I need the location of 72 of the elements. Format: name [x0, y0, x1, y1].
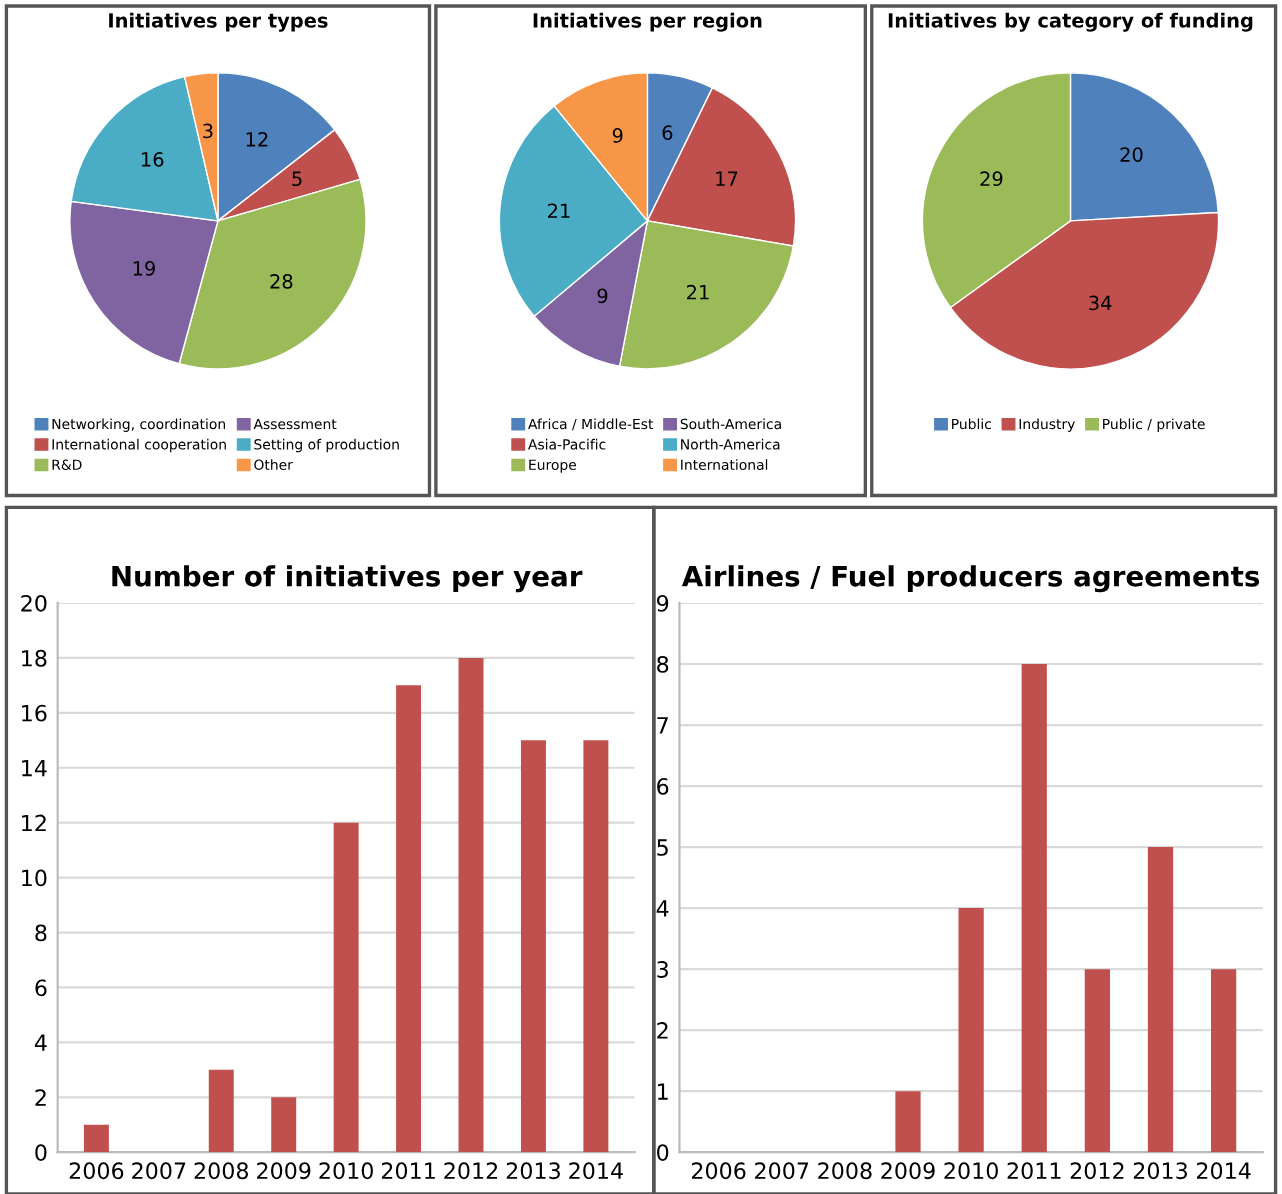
data-label: 28 — [270, 274, 293, 289]
data-label: 34 — [1089, 295, 1112, 311]
data-label: 17 — [716, 171, 738, 186]
y-tick-label: 4 — [656, 900, 669, 917]
chart-title: Airlines / Fuel producers agreements — [681, 565, 1260, 593]
data-label: 3 — [203, 123, 213, 139]
bar — [895, 1091, 921, 1153]
bar — [1084, 969, 1110, 1153]
data-label: 16 — [141, 152, 164, 167]
y-tick-label: 6 — [35, 979, 47, 997]
chart-title: Initiatives per types — [109, 12, 328, 32]
x-tick-label: 2007 — [132, 1162, 186, 1180]
y-tick-label: 6 — [657, 778, 669, 795]
bar — [1147, 847, 1174, 1153]
data-label: 12 — [246, 132, 268, 147]
bar — [1021, 664, 1047, 1153]
y-tick-label: 16 — [22, 704, 47, 722]
data-label: 9 — [612, 128, 623, 143]
x-tick-label: 2008 — [194, 1162, 249, 1180]
bar — [583, 740, 609, 1153]
bar — [83, 1124, 109, 1153]
x-tick-label: 2006 — [691, 1162, 746, 1180]
y-tick-label: 20 — [21, 594, 47, 612]
x-tick-label: 2012 — [444, 1162, 498, 1180]
x-tick-label: 2012 — [1070, 1162, 1124, 1180]
bar — [458, 657, 484, 1153]
x-tick-label: 2010 — [944, 1162, 998, 1180]
bar — [271, 1097, 297, 1153]
x-tick-label: 2013 — [506, 1162, 560, 1180]
y-tick-label: 0 — [657, 1144, 669, 1161]
y-tick-label: 7 — [657, 717, 668, 734]
bar — [333, 822, 359, 1153]
x-tick-label: 2006 — [69, 1162, 124, 1180]
x-tick-label: 2009 — [881, 1162, 935, 1180]
bar — [396, 685, 422, 1153]
x-tick-label: 2013 — [1133, 1162, 1187, 1180]
y-tick-label: 4 — [34, 1034, 47, 1051]
x-tick-label: 2014 — [1196, 1162, 1251, 1180]
y-tick-label: 0 — [35, 1144, 47, 1161]
y-tick-label: 10 — [22, 869, 47, 887]
data-label: 20 — [1120, 147, 1143, 162]
y-tick-label: 2 — [657, 1022, 668, 1039]
y-tick-label: 5 — [657, 839, 668, 856]
x-tick-label: 2010 — [319, 1162, 373, 1180]
x-tick-label: 2008 — [818, 1162, 872, 1180]
x-tick-label: 2009 — [257, 1162, 311, 1180]
x-tick-label: 2014 — [569, 1162, 623, 1180]
bar — [1211, 969, 1237, 1153]
x-tick-label: 2007 — [755, 1162, 809, 1180]
y-tick-label: 12 — [22, 814, 46, 832]
y-tick-label: 1 — [658, 1083, 668, 1100]
data-label: 21 — [687, 284, 709, 300]
y-tick-label: 3 — [657, 961, 668, 978]
x-tick-label: 2011 — [1007, 1162, 1061, 1180]
bar — [958, 908, 984, 1153]
data-label: 9 — [597, 288, 608, 304]
y-tick-label: 9 — [657, 594, 669, 612]
y-tick-label: 18 — [22, 649, 47, 667]
y-tick-label: 14 — [22, 759, 47, 777]
y-tick-label: 8 — [35, 924, 47, 942]
y-tick-label: 8 — [657, 655, 669, 673]
data-label: 29 — [980, 171, 1003, 187]
chart-title: Initiatives per region — [533, 12, 762, 32]
chart-title: Initiatives by category of funding — [888, 12, 1253, 32]
bar — [208, 1069, 234, 1153]
chart-title: Number of initiatives per year — [112, 565, 583, 593]
data-label: 21 — [548, 203, 570, 218]
x-tick-label: 2011 — [381, 1162, 435, 1180]
data-label: 5 — [292, 171, 302, 187]
y-tick-label: 2 — [35, 1089, 46, 1106]
bar — [520, 740, 546, 1153]
data-label: 19 — [133, 261, 155, 276]
